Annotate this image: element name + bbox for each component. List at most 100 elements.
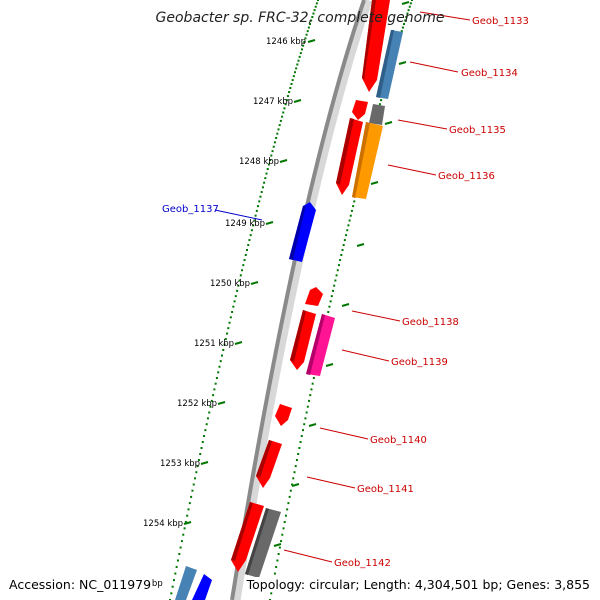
gene-label-geob-1137[interactable]: Geob_1137 <box>162 204 219 215</box>
ring-dot <box>213 388 216 391</box>
ring-dot <box>306 30 309 33</box>
gene-geob-1140[interactable] <box>275 404 292 426</box>
kbp-tick-label: 1248 kbp <box>239 157 279 167</box>
ring-dot <box>179 546 182 549</box>
ring-dot <box>281 533 284 536</box>
ring-dot <box>205 423 208 426</box>
gene-label-geob-1135[interactable]: Geob_1135 <box>449 125 506 136</box>
ring-dot <box>269 159 272 162</box>
ring-dot <box>289 87 292 89</box>
ring-dot <box>284 103 287 106</box>
gene-label-geob-1136[interactable]: Geob_1136 <box>438 171 495 182</box>
ring-dot <box>292 75 295 78</box>
ring-dot <box>294 465 297 468</box>
ring-dot <box>297 453 300 456</box>
ring-dot <box>252 224 255 227</box>
ring-dot <box>200 447 203 449</box>
ring-dot <box>330 295 333 298</box>
gene-steelblue-bottom[interactable] <box>175 566 197 600</box>
kbp-tick-label: 1246 kbp <box>266 37 306 47</box>
ring-dot <box>285 99 288 102</box>
gene-geob-1136[interactable] <box>336 118 383 199</box>
ring-dot <box>208 411 211 414</box>
gene-label-geob-1141[interactable]: Geob_1141 <box>357 484 414 495</box>
gene-geob-1137[interactable] <box>289 202 316 262</box>
ring-dot <box>229 316 232 319</box>
kbp-tick-label: 1250 kbp <box>210 279 250 289</box>
ring-dot <box>290 83 293 86</box>
kbp-tick-label: 1253 kbp <box>160 459 200 469</box>
gene-label-geob-1142[interactable]: Geob_1142 <box>334 558 391 569</box>
ring-dot <box>264 177 267 180</box>
ring-dot <box>259 195 262 198</box>
ring-dot <box>187 508 190 511</box>
ring-dot <box>380 99 383 102</box>
kbp-tick-marks <box>183 39 316 525</box>
ring-dot <box>182 533 185 536</box>
ring-dot <box>201 441 204 444</box>
ring-dot <box>336 269 339 272</box>
gene-label-geob-1139[interactable]: Geob_1139 <box>391 357 448 368</box>
ring-dot <box>327 311 330 313</box>
gene-geob-1138[interactable] <box>290 287 323 370</box>
ring-dot <box>277 553 280 556</box>
ring-dot <box>298 55 301 58</box>
ring-dot <box>266 168 269 171</box>
gene-geob-1141[interactable] <box>256 440 282 488</box>
ring-dot <box>294 71 296 74</box>
ring-dot <box>214 382 217 385</box>
gene-label-geob-1138[interactable]: Geob_1138 <box>402 317 459 328</box>
ring-dot <box>272 145 275 148</box>
ring-dot <box>204 429 207 432</box>
ring-dot <box>197 459 200 462</box>
ring-dot <box>188 502 191 505</box>
ring-dot <box>210 399 213 402</box>
ring-dot <box>300 435 303 438</box>
ring-dot <box>249 234 252 237</box>
gene-geob-1135[interactable] <box>352 100 385 125</box>
ring-dot <box>296 63 299 66</box>
gene-label-geob-1134[interactable]: Geob_1134 <box>461 68 518 79</box>
ring-dot <box>339 259 342 262</box>
kbp-tick-label: 1251 kbp <box>194 339 234 349</box>
gene-blue-bottom[interactable] <box>192 574 212 600</box>
gene-label-geob-1133[interactable]: Geob_1133 <box>472 16 529 27</box>
gene-geob-1142[interactable] <box>231 502 281 578</box>
ring-dot <box>175 566 178 569</box>
ring-dot <box>299 52 302 55</box>
ring-dot <box>298 447 301 449</box>
ring-dot <box>215 377 218 379</box>
ring-dot <box>260 191 263 193</box>
ring-dot <box>408 5 411 8</box>
kbp-tick-label: 1254 kbp <box>143 519 183 529</box>
gene-label-geob-1140[interactable]: Geob_1140 <box>370 435 427 446</box>
ring-dot <box>286 508 289 511</box>
ring-dot <box>309 394 312 397</box>
ring-dot <box>227 327 230 330</box>
gene-geob-1134[interactable] <box>376 30 403 99</box>
ring-dot <box>186 514 189 517</box>
ring-dot <box>242 264 245 267</box>
ring-dot <box>236 289 239 292</box>
ring-dot <box>172 579 175 582</box>
ring-dot <box>297 59 300 62</box>
ring-dot <box>170 592 173 595</box>
gene-geob-1133[interactable] <box>362 0 390 92</box>
ring-dot <box>287 502 290 505</box>
ring-dot <box>313 9 316 12</box>
ring-dot <box>226 332 229 335</box>
ring-dot <box>209 405 212 408</box>
gene-geob-1139[interactable] <box>306 314 335 376</box>
ring-dot <box>350 209 353 212</box>
ring-dot <box>304 37 307 40</box>
ring-dot <box>219 360 222 363</box>
ring-dot <box>265 172 268 175</box>
ring-dot <box>309 23 312 26</box>
ring-dot <box>334 279 337 282</box>
ring-dot <box>275 566 278 569</box>
ring-dot <box>284 514 287 517</box>
ring-dot <box>303 41 306 43</box>
ring-dot <box>195 471 198 474</box>
ring-dot <box>310 388 313 391</box>
ring-dot <box>277 128 280 131</box>
